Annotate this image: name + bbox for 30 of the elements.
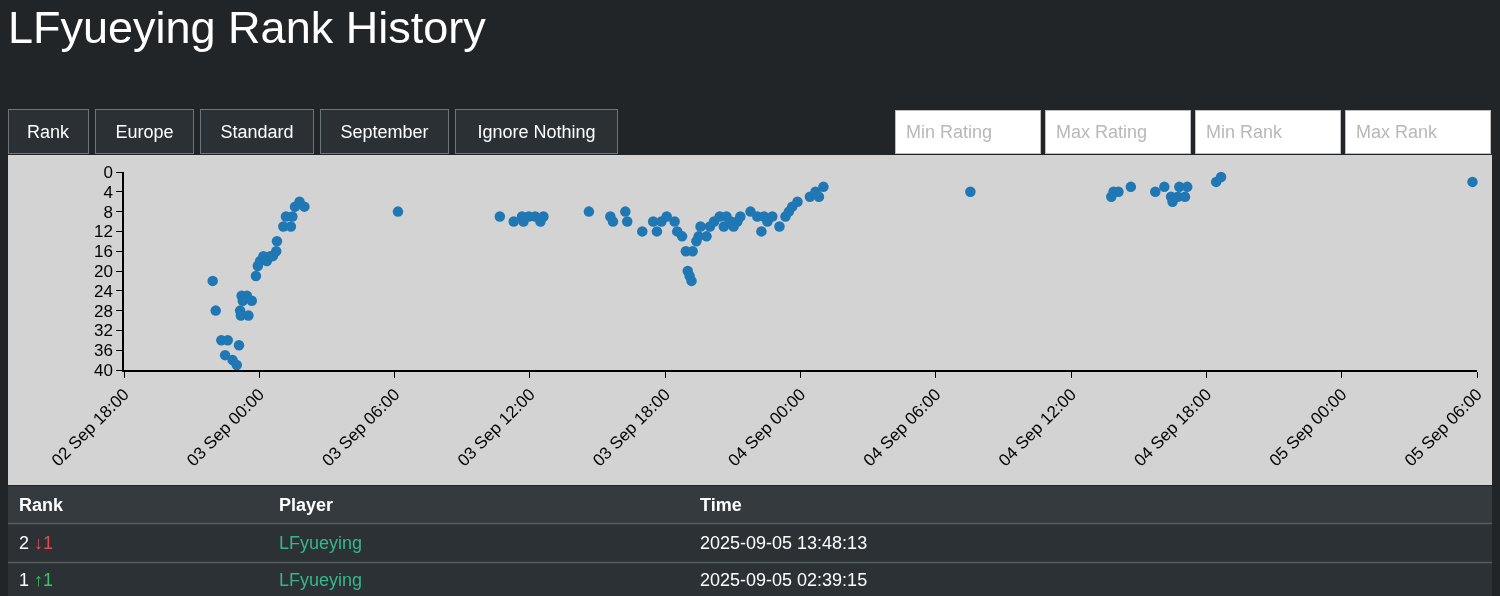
text: Europe [115,121,174,142]
y-tick-label: 12 [93,222,113,242]
y-tick-label: 32 [93,321,113,341]
y-tick-label: 20 [93,261,113,281]
y-tick-label: 16 [93,242,113,262]
y-tick-label: 8 [103,202,113,222]
text: Ignore Nothing [477,121,596,142]
text: Rank [26,121,71,142]
text: Rank [19,495,64,515]
y-tick-label: 28 [93,301,113,321]
text: Standard [220,121,294,142]
text: Min Rating [906,122,993,142]
text: LFyueying [279,570,363,590]
text: September [340,121,429,142]
text: 1 ↑1 [19,570,54,590]
chart-title: LFyueying Rank History [8,1,487,53]
y-tick-label: 0 [103,162,113,182]
text: 2025-09-05 02:39:15 [700,570,868,590]
text: 2025-09-05 13:48:13 [700,533,868,553]
y-tick-label: 24 [93,281,113,301]
text: LFyueying [279,533,363,553]
text: Player [279,495,334,515]
text: Max Rating [1056,122,1148,142]
y-tick-label: 40 [93,360,113,380]
text: Time [700,495,742,515]
text: Min Rank [1206,122,1284,142]
text: 2 ↓1 [19,533,54,553]
text: Max Rank [1356,122,1439,142]
y-tick-label: 4 [103,182,113,202]
y-tick-label: 36 [93,341,113,361]
